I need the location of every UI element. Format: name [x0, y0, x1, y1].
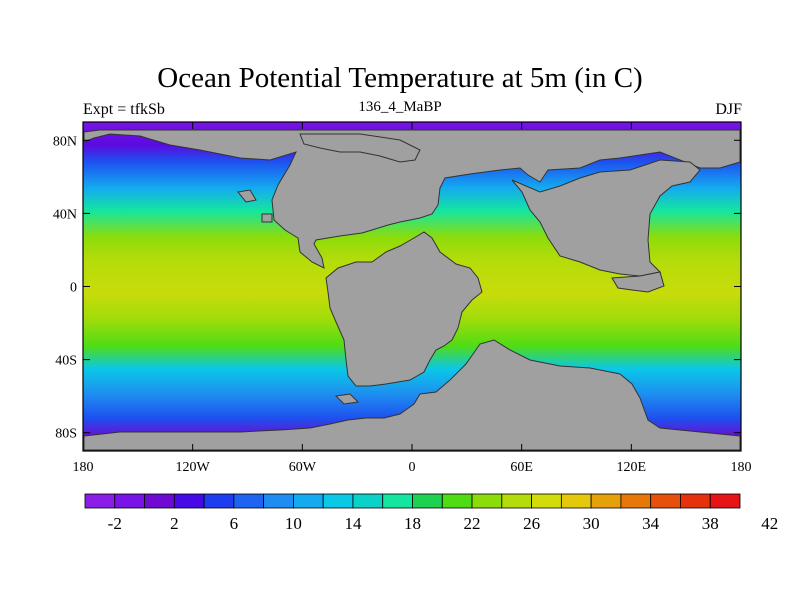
colorbar-label: 34 — [642, 514, 660, 533]
x-tick-label: 60W — [289, 460, 317, 475]
colorbar-swatch — [531, 493, 562, 509]
island-landmass — [237, 189, 257, 203]
colorbar-label: -2 — [108, 514, 122, 533]
north-america-landmass — [83, 129, 741, 269]
colorbar-swatch — [560, 493, 592, 509]
colorbar-label: 26 — [523, 514, 540, 533]
colorbar-swatch — [590, 493, 622, 509]
australia-landmass — [611, 271, 665, 293]
colorbar-swatch — [322, 493, 354, 509]
island-landmass — [334, 393, 360, 405]
greenland-landmass — [299, 133, 421, 163]
y-tick-label: 40N — [53, 207, 77, 222]
colorbar-swatch — [293, 493, 324, 509]
colorbar-swatch — [352, 493, 384, 509]
colorbar-swatch — [709, 493, 741, 509]
colorbar: -2 2 6 10 14 18 22 26 30 34 38 42 — [84, 493, 778, 533]
colorbar-swatch — [144, 493, 175, 509]
colorbar-label: 18 — [404, 514, 421, 533]
colorbar-label: 10 — [285, 514, 302, 533]
map-title: Ocean Potential Temperature at 5m (in C) — [157, 62, 643, 94]
experiment-label: Expt = tfkSb — [83, 101, 165, 118]
x-tick-label: 120E — [617, 460, 647, 475]
colorbar-swatch — [620, 493, 652, 509]
colorbar-label: 14 — [344, 514, 362, 533]
y-tick-label: 80S — [55, 427, 77, 442]
x-tick-label: 120W — [176, 460, 211, 475]
x-tick-label: 180 — [731, 460, 752, 475]
colorbar-label: 42 — [761, 514, 778, 533]
colorbar-swatch — [233, 493, 265, 509]
y-axis: 80N 40N 0 40S 80S — [53, 134, 741, 442]
land-masses — [83, 129, 741, 451]
colorbar-swatch — [441, 493, 473, 509]
colorbar-swatch — [84, 493, 116, 509]
colorbar-swatch — [114, 493, 145, 509]
x-tick-label: 60E — [510, 460, 533, 475]
colorbar-label: 6 — [230, 514, 239, 533]
colorbar-swatch — [173, 493, 205, 509]
y-tick-label: 80N — [53, 134, 77, 149]
eurasia-landmass — [511, 159, 701, 277]
season-label: DJF — [715, 101, 742, 118]
colorbar-swatch — [412, 493, 443, 509]
y-tick-label: 40S — [55, 354, 77, 369]
colorbar-swatch — [501, 493, 532, 509]
colorbar-swatch — [650, 493, 681, 509]
africa-south-america-landmass — [325, 231, 483, 387]
colorbar-swatch — [680, 493, 711, 509]
island-landmass — [261, 213, 273, 223]
x-tick-label: 180 — [73, 460, 94, 475]
x-tick-label: 0 — [409, 460, 416, 475]
colorbar-swatch — [263, 493, 294, 509]
period-label: 136_4_MaBP — [358, 99, 442, 115]
colorbar-label: 38 — [702, 514, 719, 533]
colorbar-swatch — [382, 493, 413, 509]
colorbar-swatch — [471, 493, 503, 509]
antarctica-landmass — [83, 339, 741, 451]
y-tick-label: 0 — [70, 281, 77, 296]
map-panel: 180 120W 60W 0 60E 120E 180 80N 40N 0 40S 80S — [53, 121, 752, 475]
colorbar-swatch — [203, 493, 235, 509]
colorbar-label: 2 — [170, 514, 179, 533]
x-axis: 180 120W 60W 0 60E 120E 180 — [73, 122, 752, 475]
colorbar-label: 30 — [583, 514, 600, 533]
colorbar-label: 22 — [464, 514, 481, 533]
